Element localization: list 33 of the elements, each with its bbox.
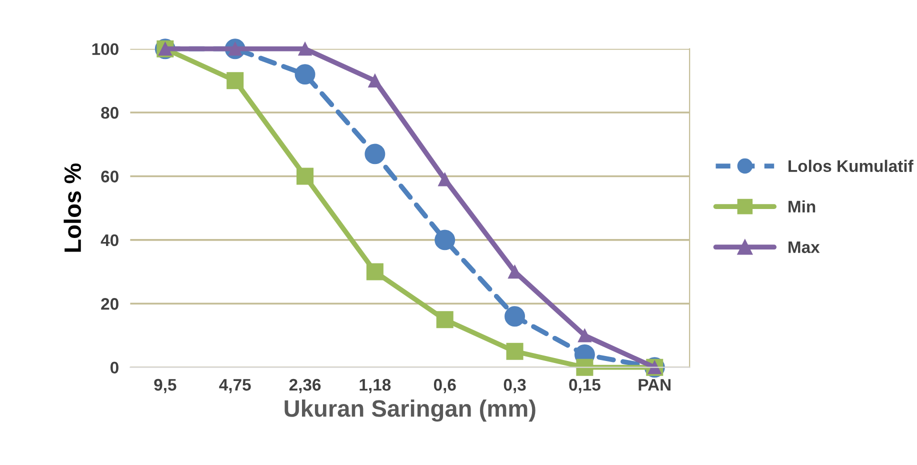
x-tick-label: 0,3 xyxy=(504,378,526,394)
point xyxy=(576,358,594,376)
y-tick-label: 100 xyxy=(92,43,118,56)
legend-label: Max xyxy=(788,241,820,254)
point xyxy=(298,42,312,56)
x-tick-label: 0,6 xyxy=(434,378,456,394)
y-tick-label: 20 xyxy=(101,298,118,310)
point xyxy=(578,328,592,342)
point xyxy=(436,311,454,328)
x-tick-label: PAN xyxy=(638,379,670,391)
legend-label: Lolos Kumulatif xyxy=(788,160,914,172)
point xyxy=(504,306,526,327)
y-axis-title: Lolos % xyxy=(64,163,82,252)
x-tick-label: 9,5 xyxy=(154,378,176,394)
point xyxy=(364,144,386,164)
point xyxy=(366,263,384,280)
point xyxy=(434,230,456,250)
x-tick-label: 0,15 xyxy=(569,378,600,394)
y-tick-label: 60 xyxy=(101,170,118,182)
legend-label: Min xyxy=(788,200,816,212)
point xyxy=(226,72,244,90)
y-tick-label: 40 xyxy=(100,234,118,246)
x-tick-label: 2,36 xyxy=(289,378,321,394)
y-tick-label: 0 xyxy=(110,362,118,374)
point xyxy=(438,172,452,186)
y-tick-label: 80 xyxy=(101,106,118,119)
x-axis-title: Ukuran Saringan (mm) xyxy=(284,400,536,422)
point xyxy=(368,74,382,88)
point xyxy=(294,64,316,85)
x-tick-label: 4,75 xyxy=(219,379,251,394)
point xyxy=(506,342,524,360)
point xyxy=(296,168,314,185)
x-tick-label: 1,18 xyxy=(360,378,391,394)
